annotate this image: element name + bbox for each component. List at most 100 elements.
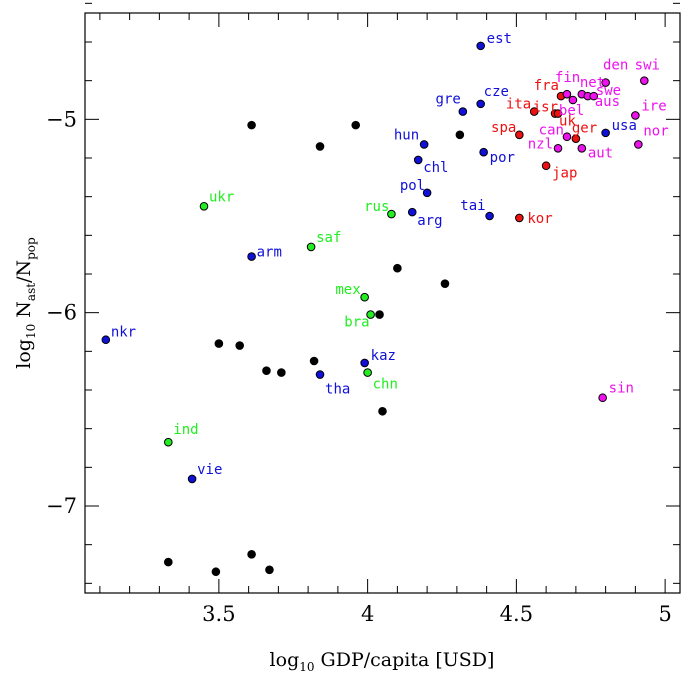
point-label-ire: ire bbox=[641, 98, 666, 114]
point-label-pol: pol bbox=[400, 178, 425, 194]
point-label-sin: sin bbox=[609, 381, 634, 397]
point-can bbox=[562, 132, 572, 142]
point bbox=[375, 310, 384, 319]
point-den bbox=[601, 78, 610, 87]
point-label-ind: ind bbox=[173, 422, 198, 438]
point-arm bbox=[247, 252, 256, 261]
point-kaz bbox=[360, 358, 369, 368]
point-label-por: por bbox=[490, 150, 515, 166]
point-label-nkr: nkr bbox=[111, 325, 136, 341]
x-tick-label: 4 bbox=[361, 602, 374, 626]
point-gre bbox=[458, 107, 468, 116]
point-nzl bbox=[553, 144, 563, 153]
point bbox=[247, 550, 256, 559]
point bbox=[235, 341, 244, 350]
point-hun bbox=[419, 140, 429, 149]
point-ind bbox=[164, 437, 173, 447]
point-bel bbox=[568, 95, 578, 105]
point-label-swe: swe bbox=[596, 83, 621, 99]
point-ita bbox=[529, 107, 539, 116]
point-label-mex: mex bbox=[335, 282, 360, 298]
point-label-can: can bbox=[539, 123, 564, 139]
point-chn bbox=[363, 368, 372, 377]
point-label-fin: fin bbox=[555, 70, 580, 86]
point-ger bbox=[571, 134, 581, 143]
point-tha bbox=[315, 370, 325, 379]
point-ukr bbox=[199, 202, 209, 211]
point-label-chl: chl bbox=[423, 160, 448, 176]
point-aut bbox=[577, 144, 587, 153]
point-label-swi: swi bbox=[635, 58, 660, 74]
point-label-aus: aus bbox=[595, 94, 620, 110]
x-tick-label: 4.5 bbox=[500, 602, 533, 626]
point-swi bbox=[640, 76, 649, 85]
plot-frame bbox=[84, 12, 681, 594]
point bbox=[309, 356, 319, 366]
point-label-nzl: nzl bbox=[528, 136, 553, 152]
point-bra bbox=[366, 310, 375, 319]
axis-tick-labels: 3.5 4 4.5 5 −7 −6 −5 bbox=[46, 107, 672, 626]
y-tick-label: −7 bbox=[46, 494, 77, 518]
point-label-tai: tai bbox=[460, 198, 485, 214]
point bbox=[247, 120, 256, 130]
point-label-rus: rus bbox=[364, 199, 389, 215]
y-axis-label: log10 Nast/Npop bbox=[13, 237, 38, 369]
point bbox=[265, 565, 274, 575]
point-mex bbox=[360, 292, 369, 302]
x-tick-label: 5 bbox=[658, 602, 671, 626]
point bbox=[393, 263, 402, 273]
point-label-fra: fra bbox=[534, 78, 559, 94]
point bbox=[440, 279, 450, 288]
point-label-est: est bbox=[487, 31, 512, 47]
point-chl bbox=[413, 155, 423, 165]
point-label-spa: spa bbox=[491, 120, 516, 136]
point bbox=[455, 130, 465, 140]
point-por bbox=[479, 147, 488, 157]
point bbox=[214, 339, 224, 348]
point-label-ger: ger bbox=[572, 121, 597, 137]
point-tai bbox=[485, 211, 494, 221]
point-label-cze: cze bbox=[484, 84, 509, 100]
point-uk bbox=[553, 109, 563, 118]
point-ire bbox=[631, 111, 640, 120]
data-points bbox=[101, 41, 649, 577]
point-label-aut: aut bbox=[588, 145, 613, 161]
point-label-den: den bbox=[603, 58, 628, 74]
point-label-kaz: kaz bbox=[371, 348, 396, 364]
point-label-bra: bra bbox=[344, 315, 369, 331]
point-label-uk: uk bbox=[559, 114, 576, 130]
point-est bbox=[476, 41, 485, 51]
point bbox=[277, 368, 286, 377]
point-aus bbox=[589, 91, 599, 101]
y-tick-label: −6 bbox=[46, 301, 77, 325]
point bbox=[378, 406, 387, 416]
point-nkr bbox=[101, 335, 111, 345]
point-label-vie: vie bbox=[197, 462, 222, 478]
point-label-kor: kor bbox=[527, 211, 552, 227]
point-fin bbox=[562, 89, 572, 99]
point-label-usa: usa bbox=[612, 118, 637, 134]
point-saf bbox=[306, 242, 316, 252]
point-arg bbox=[407, 207, 417, 217]
point-vie bbox=[187, 474, 197, 484]
point-nor bbox=[634, 140, 643, 149]
y-tick-label: −5 bbox=[46, 107, 77, 131]
point bbox=[351, 120, 361, 130]
point-label-gre: gre bbox=[436, 92, 461, 108]
point-label-net: net bbox=[580, 75, 605, 91]
point-label-nor: nor bbox=[643, 123, 668, 139]
point-label-bel: bel bbox=[559, 103, 584, 119]
point-sin bbox=[598, 393, 607, 403]
x-axis-label: log10 GDP/capita [USD] bbox=[270, 649, 495, 674]
point bbox=[315, 142, 325, 151]
axis-ticks bbox=[85, 2, 680, 593]
point-spa bbox=[515, 130, 524, 140]
point bbox=[211, 567, 221, 577]
point-usa bbox=[601, 128, 610, 138]
point-rus bbox=[387, 209, 396, 219]
point-label-hun: hun bbox=[394, 127, 419, 143]
point-label-saf: saf bbox=[316, 230, 341, 246]
point-cze bbox=[476, 99, 485, 109]
